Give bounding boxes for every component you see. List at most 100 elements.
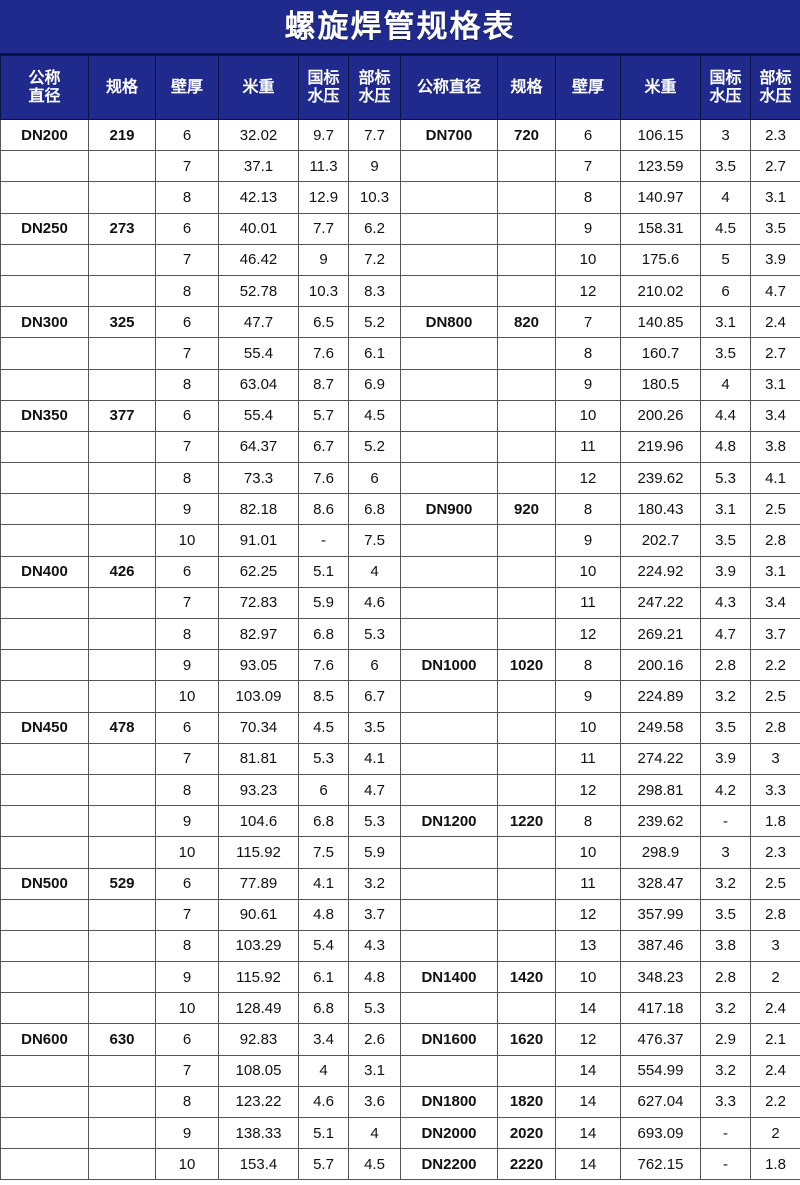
cell-left-spec	[88, 961, 156, 994]
cell-right-weight-per-meter: 476.37	[620, 1023, 701, 1056]
cell-right-wall-thickness: 8	[555, 649, 621, 682]
table-row: 10 115.92 7.5 5.9 10 298.9 3 2.3	[0, 836, 800, 869]
cell-right-nominal-diameter: DN900	[400, 493, 498, 526]
cell-right-nominal-diameter	[400, 929, 498, 963]
cell-left-ministry-water-pressure: 4.1	[348, 742, 401, 775]
cell-right-ministry-water-pressure: 4.7	[750, 274, 800, 308]
cell-left-nominal-diameter: DN400	[0, 555, 89, 588]
cell-left-ministry-water-pressure: 7.7	[348, 118, 401, 152]
cell-right-gb-water-pressure: 3.5	[700, 524, 751, 557]
cell-right-nominal-diameter	[400, 555, 498, 588]
cell-left-nominal-diameter	[0, 742, 89, 775]
cell-left-wall-thickness: 8	[155, 1085, 219, 1119]
cell-left-wall-thickness: 8	[155, 773, 219, 807]
cell-left-nominal-diameter	[0, 836, 89, 869]
cell-left-nominal-diameter	[0, 493, 89, 526]
cell-left-wall-thickness: 8	[155, 929, 219, 963]
cell-left-wall-thickness: 7	[155, 150, 219, 183]
header-right-spec: 规格	[497, 55, 556, 120]
cell-right-gb-water-pressure: 3.9	[700, 742, 751, 775]
cell-left-nominal-diameter: DN600	[0, 1023, 89, 1056]
cell-left-ministry-water-pressure: 4.3	[348, 929, 401, 963]
cell-left-ministry-water-pressure: 3.6	[348, 1085, 401, 1119]
cell-left-nominal-diameter	[0, 929, 89, 963]
cell-left-weight-per-meter: 81.81	[218, 742, 299, 775]
header-line: 国标	[709, 69, 742, 87]
cell-right-weight-per-meter: 224.89	[620, 680, 701, 713]
cell-right-gb-water-pressure: 4.4	[700, 399, 751, 432]
cell-left-nominal-diameter	[0, 462, 89, 495]
cell-left-gb-water-pressure: 12.9	[298, 181, 349, 214]
cell-left-weight-per-meter: 77.89	[218, 867, 299, 900]
cell-left-nominal-diameter	[0, 1116, 89, 1150]
header-right-wall-thickness: 壁厚	[555, 55, 621, 120]
cell-left-weight-per-meter: 153.4	[218, 1148, 299, 1181]
cell-left-weight-per-meter: 115.92	[218, 961, 299, 994]
cell-right-gb-water-pressure: 4	[700, 181, 751, 214]
cell-right-gb-water-pressure: 6	[700, 274, 751, 308]
cell-right-ministry-water-pressure: 2.5	[750, 867, 800, 900]
cell-right-wall-thickness: 13	[555, 929, 621, 963]
cell-right-nominal-diameter	[400, 243, 498, 276]
cell-left-gb-water-pressure: 8.5	[298, 680, 349, 713]
cell-right-spec	[497, 524, 556, 557]
table-row: 10 91.01-7.5 9 202.7 3.5 2.8	[0, 524, 800, 557]
cell-right-spec: 2020	[497, 1116, 556, 1150]
cell-left-ministry-water-pressure: 6.8	[348, 493, 401, 526]
cell-right-spec	[497, 212, 556, 245]
cell-right-weight-per-meter: 239.62	[620, 805, 701, 838]
cell-left-weight-per-meter: 82.97	[218, 617, 299, 651]
header-right-nominal-diameter: 公称直径	[400, 55, 498, 120]
cell-left-ministry-water-pressure: 6	[348, 462, 401, 495]
cell-left-spec	[88, 586, 156, 620]
cell-left-nominal-diameter	[0, 274, 89, 308]
cell-right-nominal-diameter	[400, 773, 498, 807]
cell-left-gb-water-pressure: 8.6	[298, 493, 349, 526]
cell-left-gb-water-pressure: 11.3	[298, 150, 349, 183]
cell-left-weight-per-meter: 93.23	[218, 773, 299, 807]
table-row: 7 46.42 9 7.2 10 175.6 5 3.9	[0, 243, 800, 276]
cell-right-spec	[497, 399, 556, 432]
cell-left-weight-per-meter: 55.4	[218, 399, 299, 432]
cell-right-spec: 1420	[497, 961, 556, 994]
cell-right-ministry-water-pressure: 3.8	[750, 430, 800, 464]
cell-right-gb-water-pressure: 4.5	[700, 212, 751, 245]
cell-right-gb-water-pressure: -	[700, 1116, 751, 1150]
cell-left-ministry-water-pressure: 6.1	[348, 337, 401, 370]
cell-right-gb-water-pressure: 3.2	[700, 680, 751, 713]
cell-left-gb-water-pressure: -	[298, 524, 349, 557]
cell-right-weight-per-meter: 417.18	[620, 992, 701, 1025]
cell-left-ministry-water-pressure: 8.3	[348, 274, 401, 308]
cell-left-wall-thickness: 9	[155, 649, 219, 682]
cell-left-wall-thickness: 6	[155, 118, 219, 152]
cell-right-ministry-water-pressure: 2.8	[750, 711, 800, 744]
cell-left-spec	[88, 836, 156, 869]
cell-right-nominal-diameter: DN2000	[400, 1116, 498, 1150]
cell-right-spec	[497, 680, 556, 713]
cell-right-nominal-diameter	[400, 586, 498, 620]
header-left-gb-water-pressure: 国标 水压	[298, 55, 349, 120]
cell-left-spec	[88, 617, 156, 651]
table-row: 9 115.92 6.1 4.8 DN1400 1420 10 348.23 2.8 2	[0, 961, 800, 994]
cell-right-wall-thickness: 8	[555, 337, 621, 370]
cell-right-wall-thickness: 14	[555, 1116, 621, 1150]
cell-left-nominal-diameter: DN250	[0, 212, 89, 245]
cell-right-wall-thickness: 12	[555, 274, 621, 308]
cell-right-nominal-diameter	[400, 711, 498, 744]
table-row: 8 73.3 7.6 6 12 239.62 5.3 4.1	[0, 462, 800, 495]
cell-right-gb-water-pressure: 5.3	[700, 462, 751, 495]
cell-left-weight-per-meter: 104.6	[218, 805, 299, 838]
cell-right-ministry-water-pressure: 3.7	[750, 617, 800, 651]
cell-left-wall-thickness: 10	[155, 836, 219, 869]
cell-left-spec	[88, 1085, 156, 1119]
cell-right-ministry-water-pressure: 1.8	[750, 1148, 800, 1181]
cell-right-spec	[497, 992, 556, 1025]
cell-right-gb-water-pressure: 3.5	[700, 711, 751, 744]
cell-right-nominal-diameter	[400, 992, 498, 1025]
cell-left-ministry-water-pressure: 6.7	[348, 680, 401, 713]
cell-left-ministry-water-pressure: 5.3	[348, 805, 401, 838]
cell-right-ministry-water-pressure: 3.4	[750, 399, 800, 432]
cell-right-spec	[497, 368, 556, 401]
cell-left-nominal-diameter	[0, 992, 89, 1025]
header-line: 国标	[307, 69, 340, 87]
